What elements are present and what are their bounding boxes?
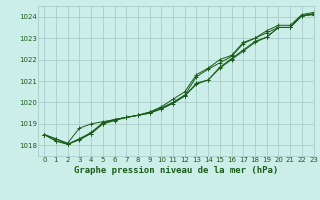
X-axis label: Graphe pression niveau de la mer (hPa): Graphe pression niveau de la mer (hPa): [74, 166, 278, 175]
